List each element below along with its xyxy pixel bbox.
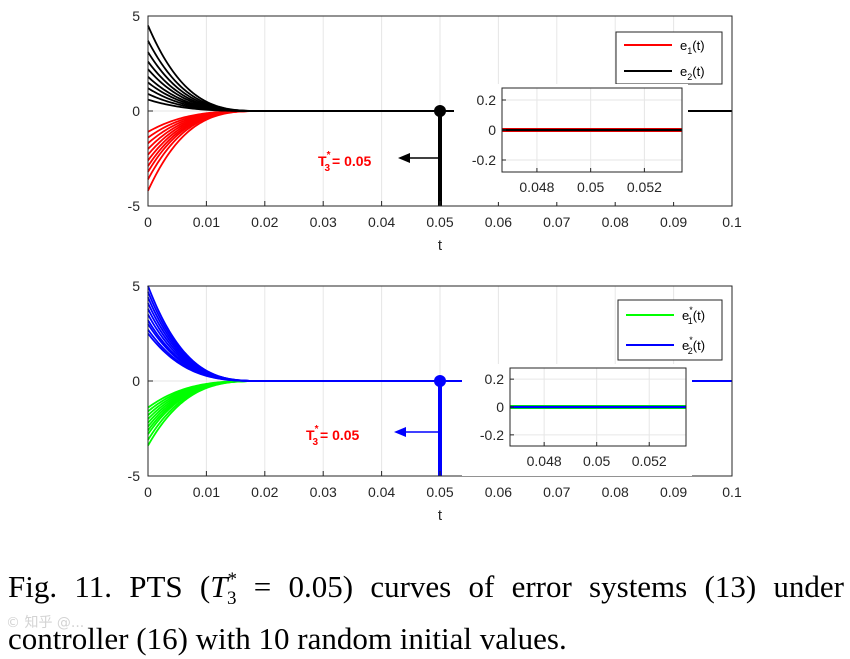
x-tick-label: 0.1 — [722, 214, 742, 230]
x-tick-label: 0 — [144, 214, 152, 230]
legend-box — [617, 299, 723, 361]
legend-label-e1*(t): e* 1(t) — [682, 305, 705, 326]
legend-label-e2(t): e2(t) — [680, 64, 705, 82]
x-axis-label: t — [438, 237, 443, 254]
x-axis-label: t — [438, 507, 443, 524]
x-tick-label: 0.06 — [485, 484, 512, 500]
x-tick-label: 0.07 — [543, 484, 570, 500]
x-tick-label: 0.02 — [251, 484, 278, 500]
caption-prefix: Fig. 11. PTS ( — [8, 569, 211, 604]
x-tick-label: 0.04 — [368, 214, 395, 230]
inset-x-tick-label: 0.052 — [632, 453, 667, 469]
x-tick-label: 0.04 — [368, 484, 395, 500]
x-tick-label: 0.1 — [722, 484, 742, 500]
inset-y-tick-label: 0.2 — [477, 92, 497, 108]
settling-time-marker — [434, 105, 446, 117]
annotation-arrow-head — [394, 427, 406, 437]
series-curve-e2(t) — [147, 98, 732, 112]
inset-x-tick-label: 0.048 — [527, 453, 562, 469]
inset-x-tick-label: 0.05 — [583, 453, 610, 469]
settling-time-label: T* 3 = 0.05 — [318, 150, 372, 174]
legend-label-e2*(t): e* 2(t) — [682, 335, 705, 356]
chart-panel-1: T* 3 = 0.05 0 0.01 0.02 0.03 0.04 0.05 0.06 0.07 0.… — [128, 8, 742, 254]
x-tick-label: 0.01 — [193, 484, 220, 500]
x-tick-label: 0.02 — [251, 214, 278, 230]
x-tick-label: 0.08 — [602, 484, 629, 500]
figure-canvas: T* 3 = 0.05 0 0.01 0.02 0.03 0.04 0.05 0.06 0.07 0.… — [128, 8, 742, 524]
inset-plot: 0.048 0.05 0.052 -0.2 0 0.2 — [462, 364, 692, 476]
x-tick-label: 0.03 — [310, 214, 337, 230]
settling-time-label: T* 3 = 0.05 — [306, 424, 360, 448]
x-tick-label: 0.07 — [543, 214, 570, 230]
y-tick-label: 5 — [132, 8, 140, 24]
x-tick-label: 0.06 — [485, 214, 512, 230]
inset-x-tick-label: 0.05 — [577, 179, 604, 195]
x-tick-label: 0.08 — [602, 214, 629, 230]
settling-time-marker — [434, 375, 446, 387]
inset-y-tick-label: 0 — [488, 122, 496, 138]
x-tick-label: 0.01 — [193, 214, 220, 230]
y-tick-label: -5 — [128, 198, 141, 214]
inset-y-tick-label: 0.2 — [485, 371, 505, 387]
chart-panel-2: T* 3 = 0.05 0 0.01 0.02 0.03 0.04 0.05 0.06 0.07 0.… — [128, 278, 742, 524]
x-tick-label: 0.09 — [660, 484, 687, 500]
legend-label-e1(t): e1(t) — [680, 38, 705, 56]
y-tick-label: 0 — [132, 103, 140, 119]
x-tick-label: 0.09 — [660, 214, 687, 230]
inset-x-tick-label: 0.052 — [627, 179, 662, 195]
x-tick-label: 0.05 — [426, 214, 453, 230]
x-tick-label: 0.03 — [310, 484, 337, 500]
figure-caption: Fig. 11. PTS (T*3 = 0.05) curves of erro… — [8, 560, 844, 659]
inset-y-tick-label: 0 — [496, 399, 504, 415]
x-tick-label: 0 — [144, 484, 152, 500]
inset-x-tick-label: 0.048 — [519, 179, 554, 195]
y-tick-label: -5 — [128, 468, 141, 484]
annotation-arrow-head — [398, 153, 410, 163]
legend-box — [615, 31, 723, 85]
inset-plot: 0.048 0.05 0.052 -0.2 0 0.2 — [454, 84, 688, 202]
inset-y-tick-label: -0.2 — [480, 427, 504, 443]
caption-math: T*3 = 0.05) — [210, 569, 354, 609]
watermark: © 知乎 @... — [6, 615, 85, 631]
x-tick-label: 0.05 — [426, 484, 453, 500]
y-tick-label: 5 — [132, 278, 140, 294]
inset-y-tick-label: -0.2 — [472, 152, 496, 168]
y-tick-label: 0 — [132, 373, 140, 389]
series-curve-e2*(t) — [147, 332, 732, 382]
